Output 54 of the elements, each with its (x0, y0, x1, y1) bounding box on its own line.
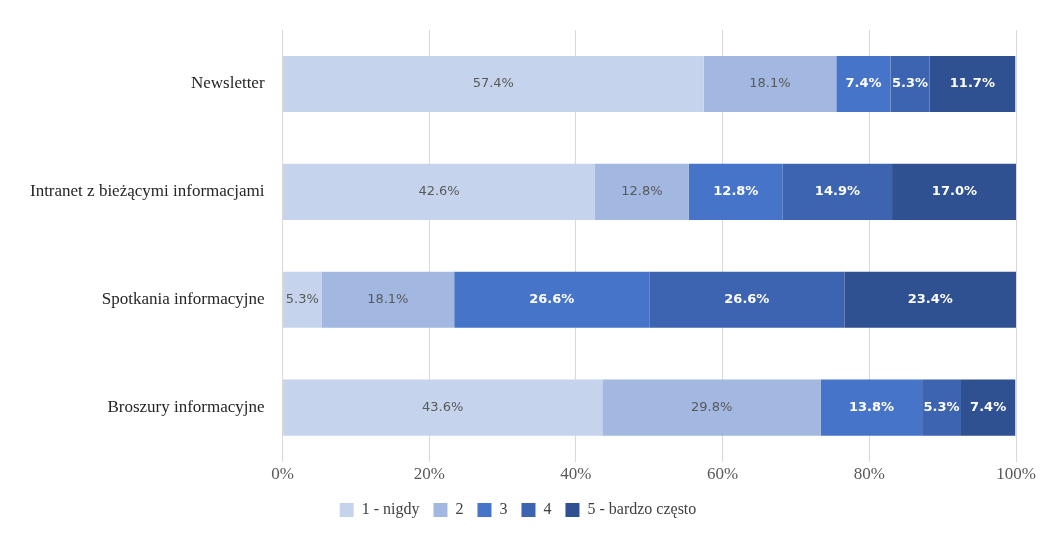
data-label: 13.8% (848, 399, 895, 415)
data-label: 14.9% (814, 183, 860, 199)
data-label: 43.6% (422, 399, 464, 415)
bar (892, 163, 1016, 220)
data-label: 18.1% (367, 291, 409, 307)
y-tick-label: Spotkania informacyjne (101, 289, 265, 309)
x-tick-label: 60% (707, 464, 739, 484)
y-tick-label: Intranet z bieżącymi informacjami (29, 181, 265, 201)
data-label: 23.4% (907, 291, 953, 307)
legend-label: 3 (499, 500, 508, 518)
data-label: 29.8% (690, 399, 733, 415)
bar (595, 163, 689, 220)
data-label: 26.6% (724, 291, 770, 307)
data-label: 18.1% (749, 75, 791, 91)
data-label: 57.4% (472, 75, 514, 91)
x-tick-label: 20% (413, 464, 445, 484)
y-tick-label: Broszury informacyjne (107, 397, 265, 417)
bar (836, 55, 891, 112)
bar (688, 163, 783, 220)
bar (283, 379, 603, 436)
bar (703, 55, 837, 112)
data-label: 11.7% (949, 75, 995, 91)
data-label: 5.3% (891, 75, 929, 91)
legend-label: 4 (543, 500, 552, 518)
data-label: 17.0% (931, 183, 977, 199)
bar (844, 271, 1016, 328)
data-label: 12.8% (713, 183, 759, 199)
bar (782, 163, 893, 220)
data-label: 5.3% (923, 399, 960, 415)
y-tick-label: Newsletter (190, 73, 265, 93)
bar (454, 271, 650, 328)
x-tick-label: 80% (853, 464, 885, 484)
bar (929, 55, 1016, 112)
bar (283, 271, 322, 328)
data-label: 7.4% (845, 75, 882, 91)
bar (283, 163, 596, 220)
bar (820, 379, 923, 436)
bar (283, 55, 704, 112)
data-label: 42.6% (418, 183, 460, 199)
bar (960, 379, 1016, 436)
x-tick-label: 40% (560, 464, 592, 484)
bar (602, 379, 821, 436)
x-tick-label: 100% (996, 464, 1036, 484)
x-tick-label: 0% (271, 464, 294, 484)
legend-label: 5 - bardzo często (587, 500, 697, 519)
legend-label: 1 - nigdy (361, 500, 420, 519)
bar (649, 271, 845, 328)
data-label: 12.8% (621, 183, 663, 199)
data-label: 26.6% (529, 291, 575, 307)
bar (922, 379, 961, 436)
bar (321, 271, 455, 328)
data-label: 5.3% (285, 291, 319, 307)
data-label: 7.4% (970, 399, 1007, 415)
legend-label: 2 (455, 500, 464, 518)
